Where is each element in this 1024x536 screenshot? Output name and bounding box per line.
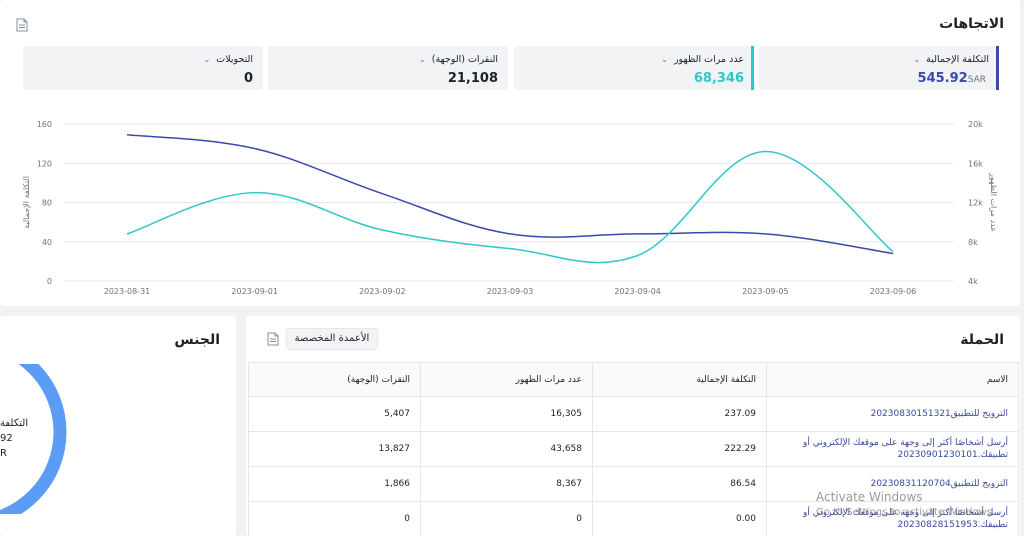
table-header-row: الاسم التكلفة الإجمالية عدد مرات الظهور … [248,362,1019,397]
y-tick-label: 120 [37,159,52,168]
donut-unit: R [0,448,7,459]
series-line [126,134,894,255]
column-header-cost[interactable]: التكلفة الإجمالية [592,362,767,397]
x-tick-label: 2023-09-05 [742,287,789,296]
table-row[interactable]: أرسل أشخاصًا أكثر إلى وجهة على موقعك الإ… [248,501,1019,536]
gender-panel: الجنس التكلفة 92 R [0,316,236,536]
file-export-icon[interactable] [16,18,28,32]
y-right-tick-label: 12k [968,199,983,208]
gender-donut: التكلفة 92 R [0,364,67,514]
chevron-down-icon: ⌄ [419,55,426,64]
currency-label: SAR [967,75,986,85]
custom-columns-button[interactable]: الأعمدة المخصصة [286,328,378,350]
metric-value: 545.92 [917,71,968,86]
impressions-cell: 0 [420,501,593,536]
trends-title: الاتجاهات [939,16,1004,32]
chevron-down-icon: ⌄ [913,55,921,64]
y-right-tick-label: 16k [968,159,983,168]
metric-value: 0 [243,71,253,86]
cost-cell: 237.09 [592,396,767,432]
campaign-table: الاسم التكلفة الإجمالية عدد مرات الظهور … [248,362,1019,536]
table-row[interactable]: أرسل أشخاصًا أكثر إلى وجهة على موقعك الإ… [248,431,1019,467]
y-right-tick-label: 8k [968,238,978,247]
column-header-clicks[interactable]: النقرات (الوجهة) [248,362,421,397]
column-header-impressions[interactable]: عدد مرات الظهور [420,362,593,397]
x-tick-label: 2023-09-03 [487,287,534,296]
y-tick-label: 80 [42,199,52,208]
campaign-name-link[interactable]: أرسل أشخاصًا أكثر إلى وجهة على موقعك الإ… [766,431,1019,467]
impressions-cell: 16,305 [420,396,593,432]
metric-total-cost[interactable]: التكلفة الإجمالية ⌄ 545.92SAR [759,46,999,90]
impressions-cell: 43,658 [420,431,593,467]
x-tick-label: 2023-08-31 [104,287,151,296]
clicks-cell: 5,407 [248,396,421,432]
metric-impressions[interactable]: عدد مرات الظهور ⌄ 68,346 [514,46,754,90]
metric-conversions[interactable]: التحويلات ⌄ 0 [23,46,263,90]
metric-label: عدد مرات الظهور [673,54,744,65]
metric-label: التحويلات [216,54,253,65]
file-export-icon[interactable] [267,332,279,346]
metric-label: النقرات (الوجهة) [431,54,498,65]
campaign-name-link[interactable]: الترويج للتطبيق20230830151321 [766,396,1019,432]
campaign-name-link[interactable]: أرسل أشخاصًا أكثر إلى وجهة على موقعك الإ… [766,501,1019,536]
metric-value: 21,108 [447,71,498,86]
clicks-cell: 1,866 [248,466,421,502]
gender-title: الجنس [174,332,220,348]
metric-label: التكلفة الإجمالية [926,54,989,65]
chevron-down-icon: ⌄ [661,55,668,64]
metric-clicks[interactable]: النقرات (الوجهة) ⌄ 21,108 [268,46,508,90]
x-tick-label: 2023-09-01 [231,287,278,296]
donut-label: التكلفة [0,418,28,429]
selected-indicator [751,46,754,90]
x-tick-label: 2023-09-04 [614,287,661,296]
campaign-panel: الحملة الأعمدة المخصصة الاسم التكلفة الإ… [246,316,1020,536]
clicks-cell: 13,827 [248,431,421,467]
x-tick-label: 2023-09-06 [870,287,917,296]
table-row[interactable]: الترويج للتطبيق20230830151321 237.09 16,… [248,396,1019,432]
y-axis-label-right: عدد مرات الظهور [989,172,998,232]
column-header-name[interactable]: الاسم [766,362,1019,397]
donut-value: 92 [0,433,13,444]
selected-indicator [996,46,999,90]
y-right-tick-label: 4k [968,277,978,286]
series-line [126,150,894,264]
y-right-tick-label: 20k [968,120,983,129]
trend-chart: 0 4k 40 8k 80 12k 120 16k 160 20k 2023-08-31 2023-0… [22,120,998,296]
campaign-title: الحملة [960,332,1004,348]
donut-ring [0,364,67,514]
y-tick-label: 160 [37,120,52,129]
cost-cell: 86.54 [592,466,767,502]
metric-value: 68,346 [693,71,744,86]
clicks-cell: 0 [248,501,421,536]
cost-cell: 222.29 [592,431,767,467]
cost-cell: 0.00 [592,501,767,536]
impressions-cell: 8,367 [420,466,593,502]
y-axis-label: التكلفة الإجمالية [22,176,32,229]
campaign-name-link[interactable]: الترويج للتطبيق20230831120704 [766,466,1019,502]
chevron-down-icon: ⌄ [203,55,211,64]
x-tick-label: 2023-09-02 [359,287,406,296]
table-row[interactable]: الترويج للتطبيق20230831120704 86.54 8,36… [248,466,1019,502]
y-tick-label: 40 [42,238,52,247]
trends-panel: الاتجاهات التكلفة الإجمالية ⌄ 545.92SAR ع… [0,0,1020,306]
y-tick-label: 0 [47,277,52,286]
